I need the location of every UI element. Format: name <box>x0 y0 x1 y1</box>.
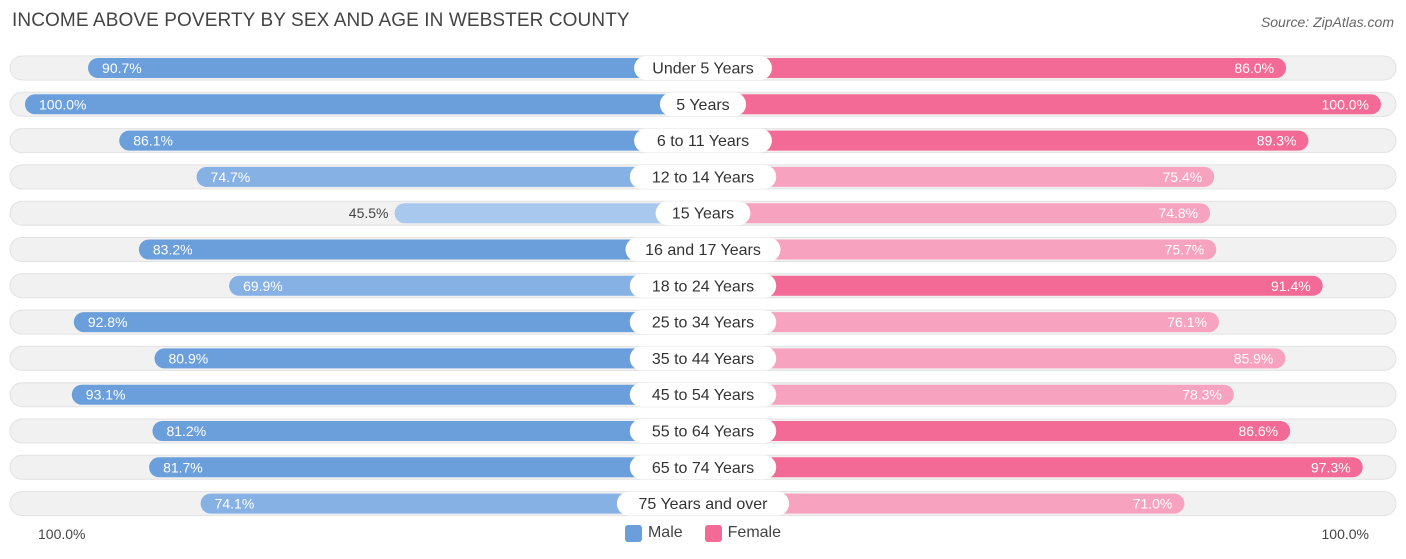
value-label-male-65-to-74-years: 81.7% <box>163 459 203 475</box>
value-label-male-35-to-44-years: 80.9% <box>168 350 208 366</box>
value-label-female-12-to-14-years: 75.4% <box>1163 169 1203 185</box>
category-label-75-years-and-over: 75 Years and over <box>639 496 769 513</box>
chart-title: INCOME ABOVE POVERTY BY SEX AND AGE IN W… <box>12 10 630 31</box>
value-label-female-16-and-17-years: 75.7% <box>1165 242 1205 258</box>
value-label-male-55-to-64-years: 81.2% <box>166 423 206 439</box>
value-label-female-18-to-24-years: 91.4% <box>1271 278 1311 294</box>
category-pill-15-years <box>655 201 751 226</box>
category-label-16-and-17-years: 16 and 17 Years <box>645 242 761 259</box>
bar-female-65-to-74-years <box>703 457 1363 478</box>
category-label-35-to-44-years: 35 to 44 Years <box>652 351 754 368</box>
value-label-male-75-years-and-over: 74.1% <box>215 496 255 512</box>
category-label-55-to-64-years: 55 to 64 Years <box>652 424 754 441</box>
bar-female-12-to-14-years <box>703 166 1215 187</box>
category-label-65-to-74-years: 65 to 74 Years <box>652 460 754 477</box>
legend-swatch-female <box>704 524 722 542</box>
category-label-5-years: 5 Years <box>676 97 729 114</box>
category-pill-35-to-44-years <box>629 346 777 371</box>
bar-male-6-to-11-years <box>119 130 703 151</box>
value-label-female-under-5-years: 86.0% <box>1234 60 1274 76</box>
category-pill-12-to-14-years <box>629 164 777 189</box>
value-label-female-5-years: 100.0% <box>1322 96 1369 112</box>
bar-male-25-to-34-years <box>73 312 704 333</box>
axis-left-label: 100.0% <box>38 526 86 542</box>
category-label-12-to-14-years: 12 to 14 Years <box>652 169 754 186</box>
bar-female-45-to-54-years <box>703 384 1234 405</box>
bar-male-18-to-24-years <box>229 275 703 296</box>
value-label-female-35-to-44-years: 85.9% <box>1234 350 1274 366</box>
value-label-male-under-5-years: 90.7% <box>102 60 142 76</box>
bar-female-25-to-34-years <box>703 312 1219 333</box>
category-label-6-to-11-years: 6 to 11 Years <box>657 133 749 150</box>
category-label-18-to-24-years: 18 to 24 Years <box>652 278 754 295</box>
category-pill-18-to-24-years <box>629 273 777 298</box>
category-pill-55-to-64-years <box>629 419 777 443</box>
value-label-female-55-to-64-years: 86.6% <box>1238 423 1278 439</box>
legend-item-male[interactable]: Male <box>624 524 683 542</box>
value-label-male-6-to-11-years: 86.1% <box>133 133 173 149</box>
legend-label-male: Male <box>647 524 683 541</box>
bar-male-35-to-44-years <box>154 348 704 369</box>
bar-male-15-years <box>394 203 703 224</box>
value-label-male-25-to-34-years: 92.8% <box>88 314 128 330</box>
value-label-female-6-to-11-years: 89.3% <box>1257 133 1297 149</box>
value-label-female-15-years: 74.8% <box>1158 205 1198 221</box>
value-label-male-15-years: 45.5% <box>349 205 389 221</box>
value-label-female-75-years-and-over: 71.0% <box>1133 496 1173 512</box>
value-label-female-65-to-74-years: 97.3% <box>1311 459 1351 475</box>
bar-male-75-years-and-over <box>200 493 704 514</box>
value-label-female-25-to-34-years: 76.1% <box>1167 314 1207 330</box>
axis-right-label: 100.0% <box>1321 526 1369 542</box>
bar-female-55-to-64-years <box>703 421 1291 441</box>
bar-male-12-to-14-years <box>196 166 703 187</box>
bar-male-45-to-54-years <box>71 384 704 405</box>
category-pill-6-to-11-years <box>634 128 772 153</box>
category-pill-16-and-17-years <box>625 237 781 262</box>
category-label-under-5-years: Under 5 Years <box>652 61 753 78</box>
legend-item-female[interactable]: Female <box>704 524 782 542</box>
category-pill-65-to-74-years <box>629 455 777 480</box>
category-pill-25-to-34-years <box>629 310 777 335</box>
category-pill-75-years-and-over <box>616 491 790 516</box>
bar-female-35-to-44-years <box>703 348 1286 369</box>
category-label-45-to-54-years: 45 to 54 Years <box>652 387 754 404</box>
category-pill-5-years <box>659 92 747 117</box>
chart-plot: 90.7% 86.0% Under 5 Years 100.0% 100.0% 5 Yea… <box>9 55 1397 517</box>
bar-female-18-to-24-years <box>703 275 1323 296</box>
bar-male-5-years <box>25 94 703 115</box>
category-pill-45-to-54-years <box>629 382 777 407</box>
bar-male-55-to-64-years <box>152 421 704 441</box>
bar-female-6-to-11-years <box>703 130 1309 151</box>
value-label-female-45-to-54-years: 78.3% <box>1182 387 1222 403</box>
value-label-male-12-to-14-years: 74.7% <box>211 169 251 185</box>
category-label-15-years: 15 Years <box>672 206 734 223</box>
bar-female-75-years-and-over <box>703 493 1185 514</box>
bar-female-5-years <box>703 94 1381 115</box>
bar-female-16-and-17-years <box>703 239 1217 260</box>
category-label-25-to-34-years: 25 to 34 Years <box>652 315 754 332</box>
legend-label-female: Female <box>727 524 782 541</box>
value-label-male-5-years: 100.0% <box>39 96 86 112</box>
bar-male-under-5-years <box>88 58 703 78</box>
category-pill-under-5-years <box>634 56 772 80</box>
value-label-male-18-to-24-years: 69.9% <box>243 278 283 294</box>
legend-swatch-male <box>624 524 642 542</box>
bar-female-under-5-years <box>703 58 1287 78</box>
bar-female-15-years <box>703 203 1211 224</box>
legend: Male Female <box>0 524 1406 542</box>
chart-source: Source: ZipAtlas.com <box>1260 14 1394 30</box>
bar-male-16-and-17-years <box>138 239 704 260</box>
bar-male-65-to-74-years <box>149 457 704 478</box>
value-label-male-45-to-54-years: 93.1% <box>86 387 126 403</box>
value-label-male-16-and-17-years: 83.2% <box>153 242 193 258</box>
